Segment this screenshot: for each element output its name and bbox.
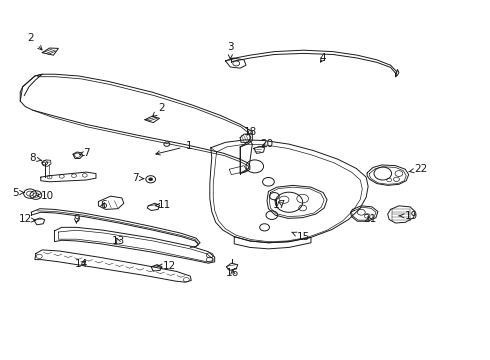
Text: 2: 2 — [152, 103, 165, 117]
Text: 7: 7 — [132, 173, 144, 183]
Text: 14: 14 — [74, 259, 88, 269]
Text: 3: 3 — [227, 42, 234, 59]
Text: 10: 10 — [37, 191, 54, 201]
Text: 8: 8 — [29, 153, 41, 163]
Text: 22: 22 — [409, 164, 427, 174]
Text: 1: 1 — [156, 141, 192, 155]
Text: 12: 12 — [19, 215, 35, 224]
Text: 11: 11 — [155, 200, 171, 210]
Text: 4: 4 — [320, 53, 326, 63]
Text: 19: 19 — [399, 211, 418, 221]
Text: 12: 12 — [157, 261, 176, 271]
Text: 17: 17 — [272, 200, 286, 210]
Text: 9: 9 — [73, 215, 80, 224]
Text: 5: 5 — [12, 188, 24, 198]
Text: 13: 13 — [111, 236, 124, 246]
Text: 18: 18 — [244, 127, 257, 136]
Text: 20: 20 — [260, 139, 273, 149]
Circle shape — [149, 178, 153, 181]
Text: 7: 7 — [80, 148, 90, 158]
Text: 15: 15 — [292, 232, 310, 242]
Text: 2: 2 — [27, 33, 42, 50]
Text: 6: 6 — [100, 200, 107, 210]
Text: 21: 21 — [363, 215, 376, 224]
Text: 16: 16 — [226, 268, 240, 278]
